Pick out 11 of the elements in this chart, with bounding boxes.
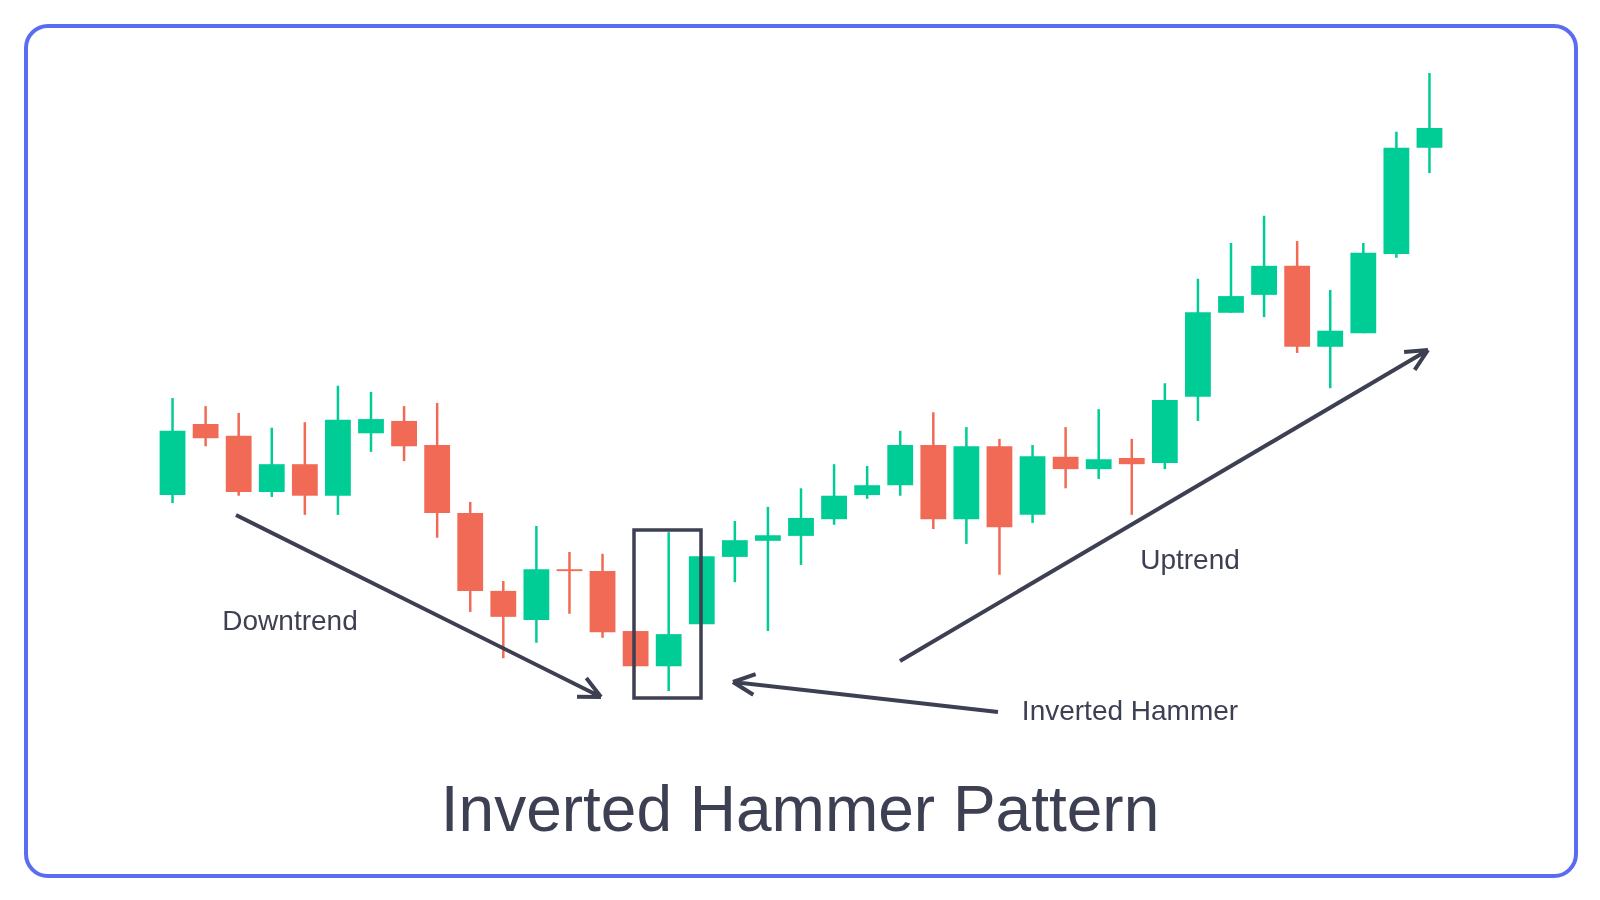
text: Inverted Hammer Pattern xyxy=(439,772,1161,846)
candlestick xyxy=(358,390,384,454)
candlestick xyxy=(1118,437,1145,517)
text: Inverted Hammer xyxy=(1021,695,1239,727)
candlestick xyxy=(1052,425,1079,490)
annotation: Downtrend xyxy=(222,605,358,637)
candlestick xyxy=(854,464,881,501)
candlestick xyxy=(1085,407,1112,481)
annotation: Uptrend xyxy=(1140,544,1240,576)
candlestick xyxy=(556,550,583,615)
candlestick xyxy=(755,505,781,633)
